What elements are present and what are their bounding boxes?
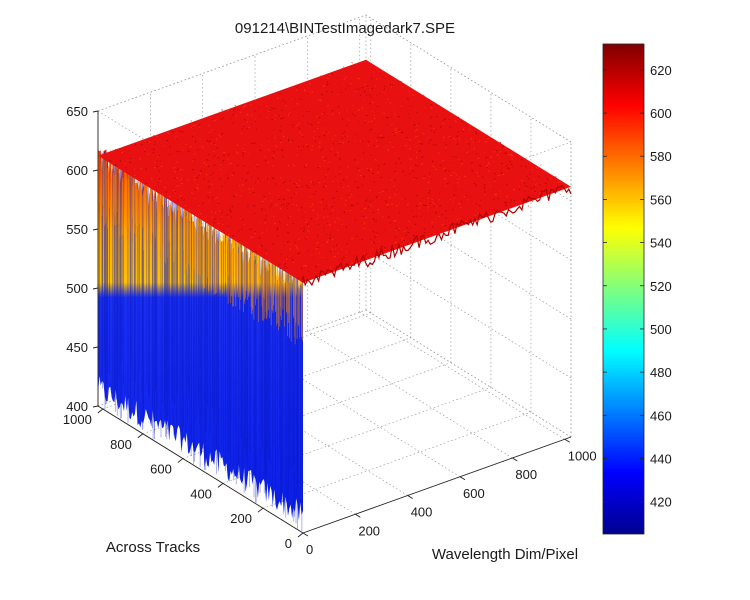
x-axis-line [302, 436, 572, 534]
x-tick-mark [355, 513, 361, 518]
colorbar-tick-label: 440 [650, 451, 672, 466]
y-tick-label: 1000 [63, 412, 92, 427]
x-tick-label: 400 [411, 505, 433, 520]
chart-title: 091214\BINTestImagedark7.SPE [235, 20, 455, 37]
z-tick-label: 500 [66, 281, 88, 296]
axes-lines [97, 111, 572, 534]
surface-top [98, 59, 571, 283]
x-tick-mark [459, 476, 466, 481]
y-axis-label: Across Tracks [106, 539, 200, 556]
y-tick-mark [297, 532, 304, 538]
colorbar-tick-label: 620 [650, 63, 672, 78]
z-tick-mark [92, 405, 99, 408]
y-tick-label: 400 [190, 486, 212, 501]
x-tick-mark [512, 457, 518, 462]
colorbar-tick-label: 600 [650, 106, 672, 121]
colorbar-ticks: 420 440 460 480 500 520 540 560 580 600 620 [603, 63, 672, 510]
z-tick-label: 650 [66, 104, 88, 119]
x-axis-ticks: 0 200 400 600 800 1000 [302, 438, 597, 557]
z-tick-label: 600 [66, 163, 88, 178]
surface [98, 58, 572, 531]
y-tick-label: 200 [230, 511, 252, 526]
colorbar-tick-label: 560 [650, 192, 672, 207]
y-tick-mark [257, 507, 264, 513]
y-tick-mark [137, 433, 144, 439]
x-tick-label: 600 [463, 486, 485, 501]
z-tick-label: 550 [66, 222, 88, 237]
y-tick-label: 600 [150, 462, 172, 477]
surface-front-streaks [99, 151, 303, 531]
colorbar-tick-label: 500 [650, 322, 672, 337]
colorbar-tick-label: 540 [650, 236, 672, 251]
colorbar-tick-label: 420 [650, 495, 672, 510]
surface-top-texture-light [101, 62, 561, 279]
surface-front-transition [98, 152, 303, 345]
colorbar-tick-label: 480 [650, 365, 672, 380]
z-tick-mark [92, 169, 99, 172]
surface-edge-fringe [302, 184, 572, 287]
x-tick-mark [407, 495, 413, 499]
z-tick-mark [92, 346, 99, 349]
colorbar-tick-label: 580 [650, 149, 672, 164]
z-tick-label: 450 [66, 340, 88, 355]
x-axis-label: Wavelength Dim/Pixel [432, 546, 578, 563]
x-tick-label: 200 [358, 523, 380, 538]
y-tick-label: 800 [110, 437, 132, 452]
surface-top-texture-dark [109, 58, 564, 279]
z-axis-ticks: 400 450 500 550 600 650 [66, 104, 99, 414]
colorbar: 420 440 460 480 500 520 540 560 580 600 620 [602, 43, 672, 535]
z-tick-mark [92, 110, 99, 113]
z-tick-mark [92, 228, 99, 231]
y-tick-mark [97, 408, 104, 414]
x-tick-label: 1000 [568, 448, 597, 463]
z-tick-mark [92, 287, 99, 290]
y-tick-mark [217, 483, 224, 488]
colorbar-tick-label: 520 [650, 279, 672, 294]
y-axis-ticks: 0 200 400 600 800 1000 [63, 408, 304, 551]
y-tick-label: 0 [285, 536, 292, 551]
z-tick-label: 400 [66, 399, 88, 414]
colorbar-gradient [602, 43, 645, 535]
x-tick-mark [302, 532, 309, 537]
x-tick-mark [564, 438, 570, 443]
x-tick-label: 800 [515, 467, 537, 482]
y-axis-line [97, 405, 304, 534]
x-tick-label: 0 [306, 542, 313, 557]
colorbar-tick-label: 460 [650, 408, 672, 423]
y-tick-mark [177, 458, 184, 463]
